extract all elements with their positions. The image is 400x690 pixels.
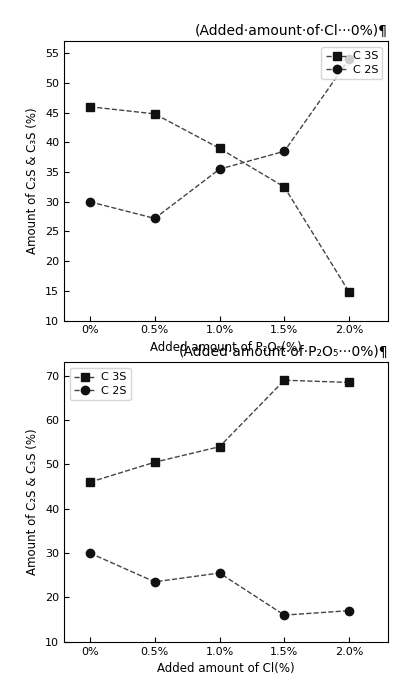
Line: C 2S: C 2S (86, 549, 353, 620)
C 2S (152, 215, 157, 223)
Text: (Added·amount·of·Cl···0%)¶: (Added·amount·of·Cl···0%)¶ (195, 23, 388, 37)
C 3S (88, 478, 92, 486)
Line: C 2S: C 2S (86, 55, 353, 223)
Text: (Added·amount·of·P₂O₅···0%)¶: (Added·amount·of·P₂O₅···0%)¶ (178, 344, 388, 359)
Legend: C 3S, C 2S: C 3S, C 2S (321, 47, 382, 79)
C 2S (217, 165, 222, 173)
Legend: C 3S, C 2S: C 3S, C 2S (70, 368, 131, 400)
C 2S (88, 549, 92, 558)
C 2S (217, 569, 222, 577)
C 2S (88, 197, 92, 206)
C 2S (347, 55, 352, 63)
C 3S (282, 183, 287, 191)
C 3S (282, 376, 287, 384)
C 2S (282, 611, 287, 619)
X-axis label: Added amount of Cl(%): Added amount of Cl(%) (157, 662, 295, 675)
Line: C 3S: C 3S (86, 103, 353, 296)
C 3S (217, 442, 222, 451)
C 2S (282, 147, 287, 155)
Line: C 3S: C 3S (86, 376, 353, 486)
X-axis label: Added amount of P₂O₅(%): Added amount of P₂O₅(%) (150, 341, 302, 354)
Y-axis label: Amount of C₂S & C₃S (%): Amount of C₂S & C₃S (%) (26, 428, 40, 575)
C 3S (347, 288, 352, 296)
C 3S (152, 458, 157, 466)
C 3S (152, 110, 157, 118)
C 3S (88, 103, 92, 111)
C 2S (152, 578, 157, 586)
C 3S (347, 378, 352, 386)
C 2S (347, 607, 352, 615)
Y-axis label: Amount of C₂S & C₃S (%): Amount of C₂S & C₃S (%) (26, 108, 40, 255)
C 3S (217, 144, 222, 152)
